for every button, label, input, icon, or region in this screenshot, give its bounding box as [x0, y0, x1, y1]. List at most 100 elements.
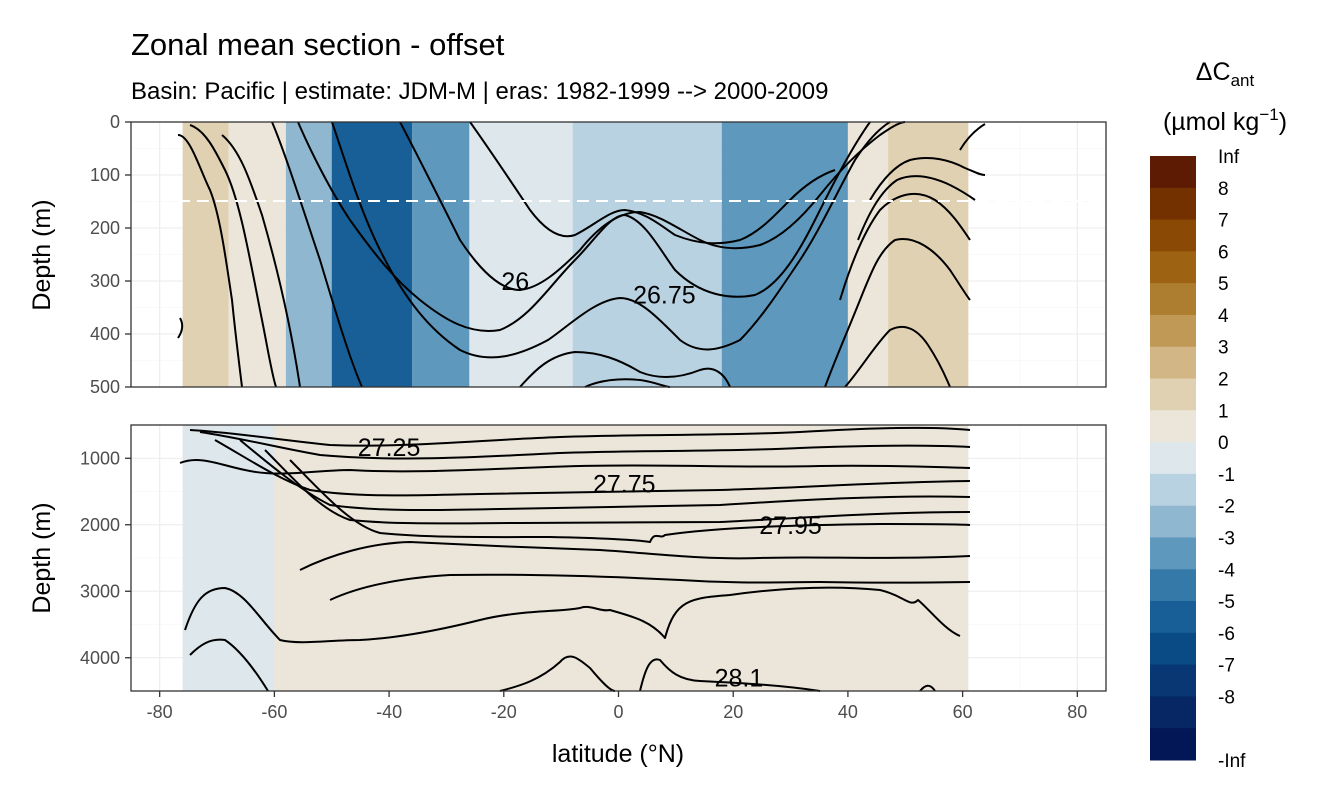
isopycnal-line: [584, 378, 671, 388]
legend-title: ΔCant: [1196, 58, 1255, 90]
y-tick-label: 400: [90, 324, 120, 344]
legend-swatch: [1150, 632, 1196, 666]
isopycnal-line: [824, 238, 971, 388]
heatmap-band: [412, 122, 470, 387]
isopycnal-line: [239, 439, 971, 512]
legend-swatch: [1150, 601, 1196, 634]
legend-label: -4: [1218, 560, 1235, 581]
legend-label: -3: [1218, 528, 1235, 549]
y-tick-label: 300: [90, 271, 120, 291]
isopycnal-line: [299, 541, 971, 571]
isopycnal-line: [289, 459, 971, 543]
y-tick-label: 500: [90, 377, 120, 397]
x-tick-label: 40: [838, 702, 858, 722]
heatmap-band: [182, 122, 229, 387]
legend-labels: Inf 8 7 6 5 4 3 2 1 0 -1 -2 -3 -4 -5 -6 -7 -8 -Inf: [1218, 147, 1246, 772]
legend-swatch: [1150, 696, 1196, 729]
heatmap-band: [721, 122, 848, 387]
legend-label: 8: [1218, 179, 1229, 200]
legend-swatch: [1150, 473, 1196, 507]
legend-swatch: [1150, 187, 1196, 221]
contour-label: 26: [501, 268, 529, 296]
legend-swatch: [1150, 537, 1196, 570]
isopycnal-line: [919, 684, 936, 692]
isopycnal-line: [189, 426, 971, 447]
chart-title: Zonal mean section - offset: [131, 27, 505, 62]
x-tick-label: -40: [376, 702, 402, 722]
legend-label: -8: [1218, 687, 1235, 708]
isopycnal-line: [499, 655, 616, 692]
isopycnal-line: [264, 449, 971, 525]
isopycnal-line: [869, 157, 986, 201]
x-tick-label: -60: [261, 702, 287, 722]
isopycnal-line: [177, 317, 184, 339]
legend-label: 7: [1218, 211, 1229, 232]
isopycnal-line: [857, 175, 976, 241]
legend-swatch: [1150, 664, 1196, 697]
legend-swatch: [1150, 219, 1196, 252]
legend-swatch: [1150, 314, 1196, 348]
isopycnal-line: [271, 121, 363, 388]
legend-swatch: [1150, 378, 1196, 411]
isopycnal-line: [469, 121, 836, 245]
y-tick-label: 3000: [80, 581, 120, 601]
legend-units-suffix: ): [1279, 108, 1287, 136]
y-tick-label: 4000: [80, 648, 120, 668]
x-axis-title: latitude (°N): [552, 740, 684, 768]
lower-panel: 27.25 27.75 27.95 28.1 1000 2000 3000 4000 -80…: [28, 424, 1107, 768]
legend-units-prefix: (µmol kg: [1163, 108, 1259, 136]
x-tick-label: -20: [491, 702, 517, 722]
y-tick-label: 0: [110, 112, 120, 132]
legend-swatch: [1150, 156, 1196, 189]
isopycnal-line: [179, 459, 971, 475]
isopycnal-line: [189, 124, 277, 388]
lower-isopycnals: [179, 426, 971, 692]
legend-label: -2: [1218, 497, 1235, 518]
legend-label: 5: [1218, 274, 1229, 295]
legend-swatch: [1150, 346, 1196, 380]
x-tick-label: 20: [723, 702, 743, 722]
upper-panel-border: [130, 121, 1107, 388]
x-axis: -80 -60 -40 -20 0 20 40 60 80: [147, 691, 1087, 722]
legend-label: -7: [1218, 656, 1235, 677]
heatmap-band: [469, 122, 573, 387]
heatmap-band: [228, 122, 286, 387]
isopycnal-line: [639, 658, 821, 692]
upper-panel: 26 26.75 0 100 200 300 400 500 Depth (m): [28, 112, 1107, 397]
lower-contour-labels: 27.25 27.75 27.95 28.1: [358, 434, 822, 693]
contour-label: 27.25: [358, 434, 421, 462]
isopycnal-line: [399, 121, 906, 291]
upper-isopycnals: [177, 121, 1106, 388]
legend-label: -5: [1218, 592, 1235, 613]
legend-swatch: [1150, 728, 1196, 761]
legend-label: 2: [1218, 370, 1229, 391]
legend-swatch: [1150, 505, 1196, 538]
y-tick-label: 100: [90, 165, 120, 185]
isopycnal-line: [839, 192, 971, 301]
legend-label: 0: [1218, 433, 1229, 454]
legend-label: 6: [1218, 242, 1229, 263]
y-tick-label: 200: [90, 218, 120, 238]
upper-y-axis: 0 100 200 300 400 500: [90, 112, 131, 397]
contour-label: 28.1: [715, 665, 764, 693]
legend-swatch: [1150, 569, 1196, 602]
legend-swatch: [1150, 410, 1196, 443]
contour-label: 27.75: [593, 471, 656, 499]
x-tick-label: -80: [147, 702, 173, 722]
isopycnal-line: [221, 134, 301, 388]
isopycnal-line: [199, 431, 971, 460]
legend-units: (µmol kg−1): [1163, 105, 1287, 136]
contour-label: 26.75: [633, 281, 696, 309]
legend-label: -1: [1218, 465, 1235, 486]
isopycnal-line: [177, 134, 243, 388]
x-tick-label: 60: [953, 702, 973, 722]
legend: ΔCant (µmol kg−1) Inf 8 7 6 5 4 3 2 1 0 -1 -2 -3 -4 -5…: [1150, 58, 1287, 772]
heatmap-band: [182, 425, 275, 691]
y-tick-label: 2000: [80, 515, 120, 535]
lower-y-axis: 1000 2000 3000 4000: [80, 448, 131, 668]
upper-contour-labels: 26 26.75: [501, 268, 695, 309]
legend-units-sup: −1: [1259, 105, 1278, 124]
legend-swatch: [1150, 283, 1196, 316]
heatmap-band: [331, 122, 413, 387]
legend-title-sub: ant: [1231, 71, 1255, 90]
